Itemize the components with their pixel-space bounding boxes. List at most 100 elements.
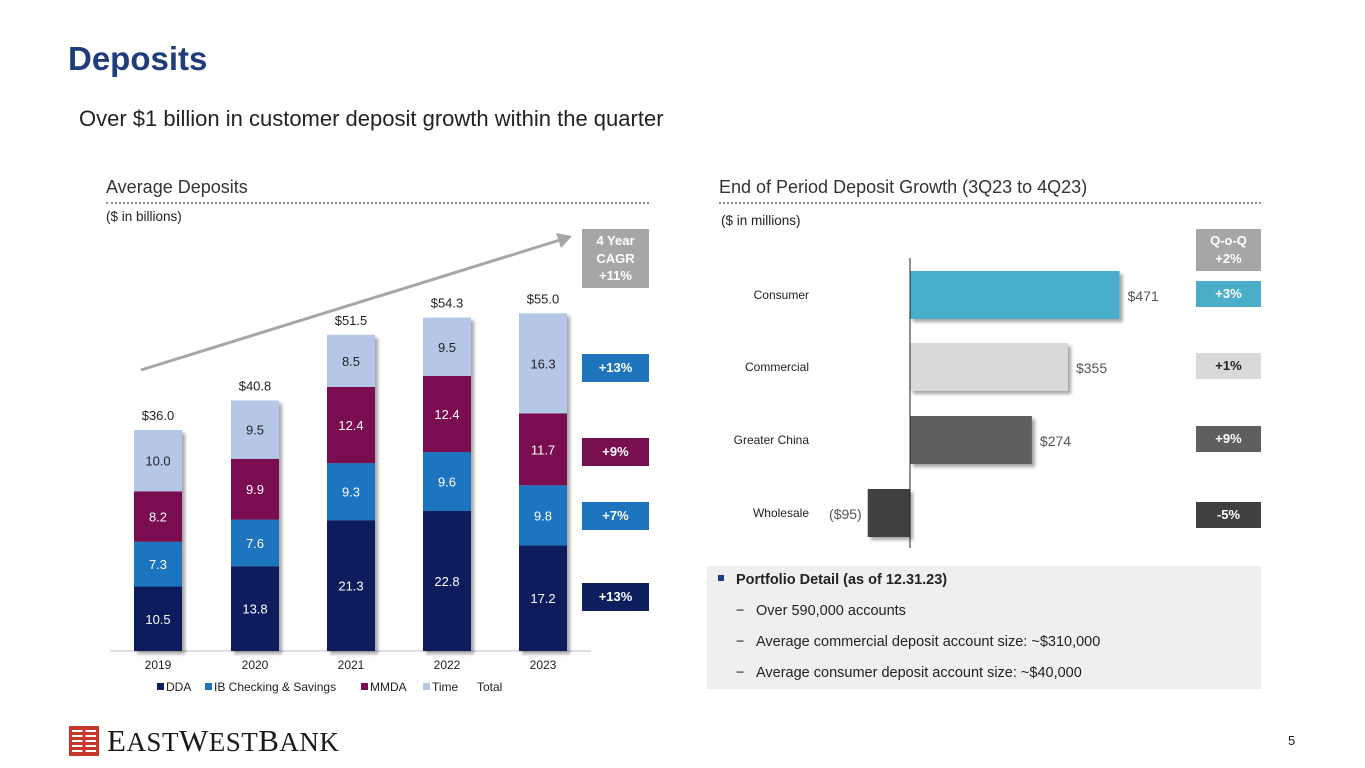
qoq-header-line-2: +2% [1215, 251, 1242, 266]
x-tick-label: 2022 [434, 658, 461, 672]
total-label: $40.8 [239, 378, 272, 393]
bar-segment-dda [519, 545, 567, 651]
cagr-time-box: +13% [582, 354, 649, 382]
category-label: Commercial [745, 360, 809, 374]
bar-segment-ib-checking-savings [519, 485, 567, 546]
portfolio-item-text: Over 590,000 accounts [756, 603, 906, 619]
bar-segment-mmda [423, 375, 471, 453]
bar-segment-time [231, 400, 279, 459]
legend-swatch [205, 683, 212, 690]
bullet-square-icon [718, 575, 724, 582]
data-label: 8.5 [342, 354, 360, 369]
qoq-greater-china-box: +9% [1196, 426, 1261, 452]
bar-stack-2022 [423, 317, 471, 651]
dash-icon: − [736, 665, 745, 681]
data-label: 9.8 [534, 508, 552, 523]
data-label: 9.5 [246, 423, 264, 438]
average-deposits-heading: Average Deposits [106, 177, 248, 197]
cagr-header-line-2: CAGR [596, 250, 635, 266]
bar-segment-ib-checking-savings [423, 452, 471, 512]
category-label: Greater China [734, 433, 810, 447]
bar-stack-2021 [327, 334, 375, 651]
bar-stack-2020 [231, 400, 279, 651]
x-tick-label: 2023 [530, 658, 557, 672]
data-label: 9.9 [246, 482, 264, 497]
east-west-bank-logo-icon [69, 726, 99, 756]
data-label: 8.2 [149, 510, 167, 525]
data-label: 17.2 [530, 591, 555, 606]
eop-growth-rule [719, 202, 1261, 204]
data-label: 7.6 [246, 536, 264, 551]
total-label: $51.5 [335, 313, 368, 328]
value-label: $471 [1128, 288, 1159, 304]
qoq-header-line-1: Q-o-Q [1210, 233, 1247, 249]
total-label: $55.0 [527, 291, 560, 306]
hbar-commercial [910, 343, 1068, 391]
dash-icon: − [736, 634, 745, 650]
x-tick-label: 2021 [338, 658, 365, 672]
data-label: 13.8 [242, 602, 267, 617]
page-title: Deposits [68, 40, 208, 77]
east-west-bank-logo: EASTWESTBANK [69, 723, 339, 759]
portfolio-item-text: Average commercial deposit account size:… [756, 634, 1101, 650]
bar-segment-dda [134, 586, 182, 651]
bar-segment-ib-checking-savings [327, 463, 375, 521]
legend-label: Total [477, 680, 502, 694]
bar-segment-dda [423, 511, 471, 651]
cagr-header-line-1: 4 Year [596, 233, 635, 249]
data-label: 9.6 [438, 475, 456, 490]
portfolio-detail-heading: Portfolio Detail (as of 12.31.23) [718, 572, 947, 588]
category-label: Wholesale [753, 506, 809, 520]
data-label: 10.0 [145, 454, 170, 469]
legend-label: DDA [166, 680, 191, 694]
average-deposits-rule [106, 202, 649, 204]
portfolio-item: − Over 590,000 accounts [736, 603, 906, 619]
hbar-wholesale [867, 489, 910, 537]
qoq-consumer-box: +3% [1196, 281, 1261, 307]
value-label: ($95) [829, 506, 862, 522]
qoq-commercial-box: +1% [1196, 353, 1261, 379]
data-label: 10.5 [145, 612, 170, 627]
data-label: 16.3 [530, 356, 555, 371]
data-label: 12.4 [434, 407, 459, 422]
bar-segment-time [134, 429, 182, 492]
average-deposits-units: ($ in billions) [106, 209, 182, 224]
growth-arrow-line [140, 238, 561, 372]
bar-segment-time [423, 317, 471, 376]
cagr-ib-checking-box: +7% [582, 502, 649, 530]
eop-growth-units: ($ in millions) [721, 213, 801, 228]
data-label: 9.3 [342, 485, 360, 500]
portfolio-detail-panel: Portfolio Detail (as of 12.31.23) − Over … [707, 566, 1261, 689]
hbar-consumer [910, 271, 1120, 319]
x-tick-label: 2020 [242, 658, 269, 672]
bar-segment-ib-checking-savings [134, 541, 182, 587]
portfolio-item: − Average consumer deposit account size: … [736, 665, 1082, 681]
cagr-dda-box: +13% [582, 583, 649, 611]
category-label: Consumer [754, 288, 809, 302]
portfolio-item: − Average commercial deposit account size… [736, 634, 1100, 650]
total-label: $54.3 [431, 296, 464, 311]
cagr-header-line-3: +11% [599, 268, 632, 284]
bar-segment-mmda [327, 386, 375, 464]
data-label: 7.3 [149, 557, 167, 572]
cagr-header-box: 4 Year CAGR +11% [582, 229, 649, 288]
legend-swatch [361, 683, 368, 690]
data-label: 22.8 [434, 574, 459, 589]
bar-segment-mmda [231, 458, 279, 520]
portfolio-heading-text: Portfolio Detail (as of 12.31.23) [736, 572, 948, 588]
qoq-wholesale-box: -5% [1196, 502, 1261, 528]
legend-label: IB Checking & Savings [214, 680, 336, 694]
x-tick-label: 2019 [145, 658, 172, 672]
hbar-greater-china [910, 416, 1032, 464]
dash-icon: − [736, 603, 745, 619]
bar-segment-time [327, 334, 375, 387]
qoq-header-box: Q-o-Q +2% [1196, 229, 1261, 271]
bar-stack-2019 [134, 429, 182, 651]
bar-segment-mmda [519, 413, 567, 486]
bar-segment-ib-checking-savings [231, 519, 279, 567]
page-number: 5 [1288, 733, 1296, 748]
growth-arrow-head-icon [556, 233, 572, 248]
bar-stack-2023 [519, 313, 567, 651]
